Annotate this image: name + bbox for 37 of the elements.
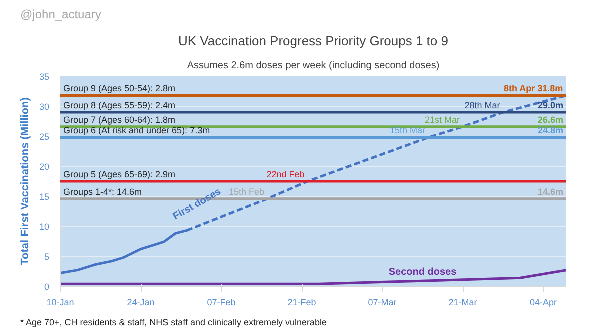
chart-subtitle: Assumes 2.6m doses per week (including second doses) bbox=[187, 60, 440, 72]
annotation: 26.6m bbox=[538, 114, 564, 125]
text: * Age 70+, CH residents & staff, NHS staff and clinically extremely vulnerable bbox=[20, 318, 328, 328]
x-tick-label: 21-Mar bbox=[448, 298, 478, 308]
x-tick-label: 07-Mar bbox=[368, 298, 397, 308]
y-tick-label: 15 bbox=[39, 192, 50, 202]
y-tick-label: 30 bbox=[39, 102, 50, 112]
annotation: 15th Feb bbox=[228, 186, 265, 197]
annotation: 8th Apr 31.8m bbox=[504, 84, 564, 94]
annotation: Group 7 (Ages 60-64): 1.8m bbox=[64, 114, 176, 125]
x-tick-label: 04-Apr bbox=[530, 298, 558, 308]
annotation: Group 6 (At risk and under 65): 7.3m bbox=[64, 126, 210, 136]
annotation: Groups 1-4*: 14.6m bbox=[64, 186, 142, 197]
annotation: 15th Mar bbox=[390, 126, 426, 136]
y-tick-label: 10 bbox=[39, 222, 50, 232]
y-tick-label: 25 bbox=[39, 132, 50, 142]
annotation: 28th Mar bbox=[464, 100, 500, 110]
text: @john_actuary bbox=[20, 8, 102, 22]
x-tick-label: 24-Jan bbox=[127, 298, 155, 308]
y-axis-title: Total First Vaccinations (Million) bbox=[19, 97, 32, 266]
x-tick-label: 10-Jan bbox=[46, 298, 74, 308]
annotation: 14.6m bbox=[538, 186, 564, 197]
annotation: 24.8m bbox=[538, 126, 564, 136]
annotation: Group 8 (Ages 55-59): 2.4m bbox=[64, 100, 176, 110]
annotation: Group 5 (Ages 65-69): 2.9m bbox=[64, 170, 176, 180]
annotation: 22nd Feb bbox=[266, 170, 305, 180]
annotation: 21st Mar bbox=[424, 114, 460, 125]
annotation: Group 9 (Ages 50-54): 2.8m bbox=[64, 84, 176, 94]
y-tick-label: 35 bbox=[39, 72, 50, 82]
annotation: 29.0m bbox=[538, 100, 564, 110]
series-label: Second doses bbox=[388, 267, 458, 278]
x-tick-label: 07-Feb bbox=[207, 298, 236, 308]
y-tick-label: 0 bbox=[44, 282, 50, 292]
x-tick-label: 21-Feb bbox=[288, 298, 316, 308]
chart-title: UK Vaccination Progress Priority Groups 1 to 9 bbox=[178, 34, 449, 48]
y-tick-label: 20 bbox=[39, 162, 50, 172]
y-tick-label: 5 bbox=[44, 252, 50, 262]
